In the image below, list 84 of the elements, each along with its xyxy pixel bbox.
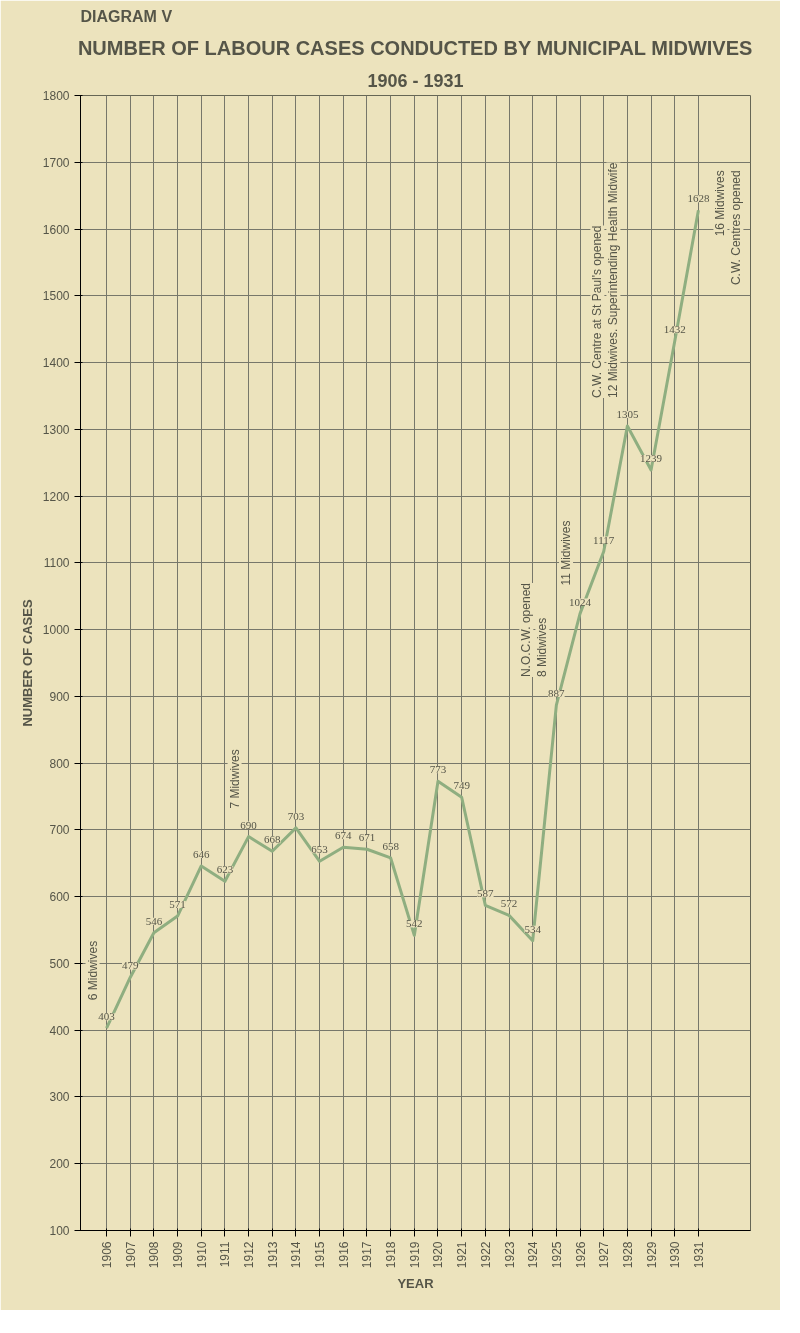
x-tick-label: 1929 [644,1241,659,1269]
data-label: 1117 [593,533,615,546]
y-tick-label: 1300 [42,422,70,437]
x-tick-label: 1909 [171,1241,186,1269]
annotation: N.O.C.W. opened [519,583,534,678]
data-label: 887 [548,687,566,700]
x-tick-label: 1908 [147,1241,162,1269]
y-axis-title: NUMBER OF CASES [19,599,35,727]
data-label: 671 [358,831,376,844]
x-tick-label: 1923 [502,1241,517,1269]
x-axis-title: YEAR [397,1276,435,1292]
data-label: 674 [335,829,353,842]
chart-subtitle: 1906 - 1931 [367,70,464,91]
y-tick-label: 200 [49,1157,70,1172]
data-label: 1024 [569,595,592,608]
y-tick-label: 600 [49,890,70,905]
x-tick-label: 1910 [194,1241,209,1269]
x-tick-label: 1925 [549,1241,564,1269]
y-tick-label: 700 [49,823,70,838]
chart-title: NUMBER OF LABOUR CASES CONDUCTED BY MUNICIPAL MIDWIVES [77,36,753,59]
data-label: 571 [169,898,186,911]
x-tick-label: 1927 [597,1241,612,1269]
x-tick-label: 1914 [289,1241,304,1269]
annotation: 11 Midwives [559,520,574,586]
data-label: 572 [500,897,518,910]
data-label: 658 [382,839,400,852]
text: DIAGRAM V [80,7,173,25]
y-tick-label: 1100 [43,556,70,571]
data-label: 403 [98,1010,116,1023]
annotation: 7 Midwives [227,749,242,809]
y-tick-label: 1400 [42,356,70,371]
x-tick-label: 1916 [336,1241,351,1269]
y-tick-label: 1000 [42,623,70,638]
x-tick-label: 1919 [407,1241,422,1269]
y-tick-label: 1200 [42,489,70,504]
annotation: 6 Midwives [85,940,100,1001]
x-tick-label: 1931 [691,1241,706,1269]
data-label: 546 [145,914,163,927]
data-label: 668 [264,833,282,846]
x-tick-label: 1911 [218,1241,233,1268]
data-label: 623 [216,863,234,876]
data-label: 542 [406,917,423,930]
y-tick-label: 100 [49,1224,70,1238]
data-label: 479 [121,959,139,972]
x-tick-label: 1928 [620,1241,635,1269]
data-label: 1432 [663,323,686,336]
y-tick-label: 1600 [42,222,70,237]
x-tick-label: 1913 [265,1241,280,1269]
annotation: 12 Midwives. Superintending Health Midwife [606,162,621,398]
x-tick-label: 1924 [526,1241,541,1269]
data-label: 646 [192,847,210,860]
x-tick-label: 1926 [573,1241,588,1269]
annotation: 16 Midwives [713,170,728,237]
data-label: 1239 [640,452,663,465]
y-tick-label: 1800 [42,89,70,103]
x-tick-label: 1907 [123,1241,138,1269]
data-label: 749 [453,779,471,792]
x-tick-label: 1917 [360,1241,375,1269]
data-label: 1628 [687,192,710,205]
x-tick-label: 1920 [431,1241,446,1269]
x-tick-label: 1930 [668,1241,683,1269]
data-label: 690 [240,818,258,831]
y-tick-label: 500 [49,956,70,971]
y-tick-label: 1500 [42,289,70,304]
data-label: 703 [287,809,305,822]
data-label: 587 [477,887,495,900]
y-tick-label: 800 [49,756,70,771]
x-tick-label: 1918 [384,1241,399,1269]
x-tick-label: 1915 [313,1241,328,1269]
data-label: 653 [311,843,329,856]
data-label: 773 [429,763,447,776]
text: C.W. Centres opened [729,170,744,286]
annotation: C.W. Centre at St Paul's opened [590,225,605,398]
y-tick-label: 400 [49,1023,70,1038]
x-tick-label: 1906 [100,1241,115,1269]
x-tick-label: 1922 [478,1241,493,1269]
data-label: 534 [524,922,542,935]
annotation: 8 Midwives [535,617,550,678]
y-tick-label: 1700 [42,155,70,170]
x-tick-label: 1912 [242,1241,257,1269]
y-tick-label: 300 [49,1090,70,1105]
y-tick-label: 900 [49,689,70,704]
data-label: 1305 [616,407,639,420]
x-tick-label: 1921 [455,1241,470,1269]
